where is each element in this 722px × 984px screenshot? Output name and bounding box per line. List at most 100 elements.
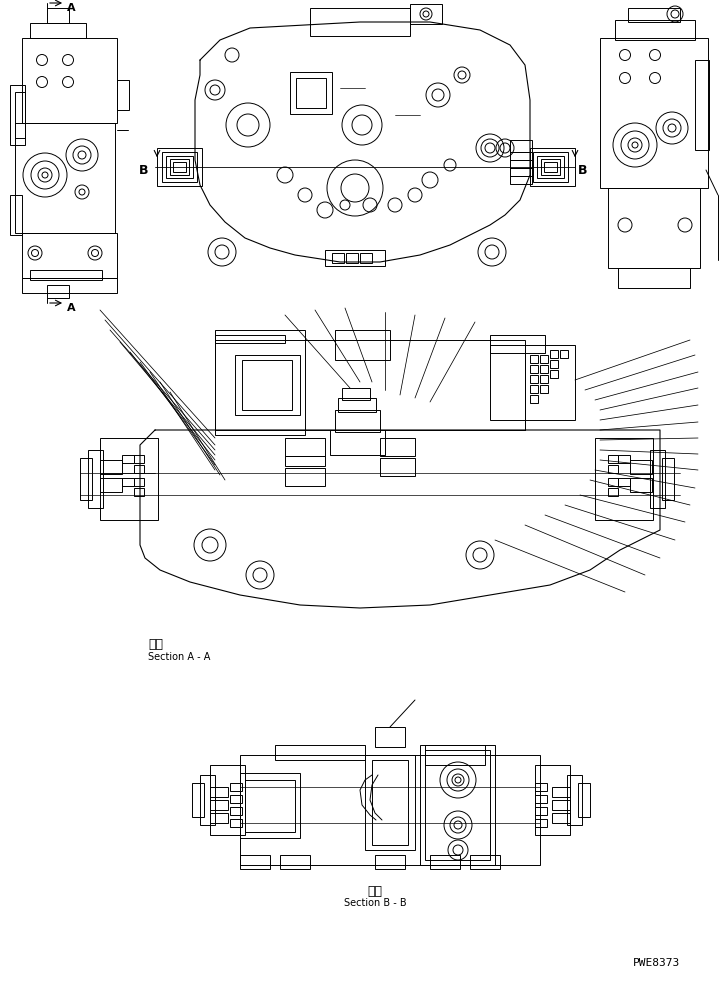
Bar xyxy=(346,253,358,263)
Bar xyxy=(420,745,495,865)
Bar xyxy=(100,460,122,474)
Bar xyxy=(88,450,103,508)
Bar xyxy=(210,800,228,810)
Bar xyxy=(530,395,538,403)
Bar xyxy=(360,253,372,263)
Bar xyxy=(122,478,134,486)
Bar xyxy=(595,438,653,520)
Bar xyxy=(290,72,332,114)
Bar xyxy=(296,78,326,108)
Bar xyxy=(15,92,25,138)
Bar xyxy=(122,455,134,463)
Text: A: A xyxy=(67,303,76,313)
Bar xyxy=(510,168,532,176)
Bar xyxy=(537,156,564,178)
Bar xyxy=(22,38,117,123)
Bar xyxy=(550,370,558,378)
Bar xyxy=(210,813,228,823)
Text: Section A - A: Section A - A xyxy=(148,652,210,662)
Bar xyxy=(325,250,385,266)
Bar xyxy=(15,123,115,233)
Bar xyxy=(332,253,344,263)
Bar xyxy=(162,152,197,182)
Bar xyxy=(310,8,410,36)
Bar xyxy=(117,80,129,110)
Bar xyxy=(235,355,300,415)
Bar xyxy=(533,152,568,182)
Bar xyxy=(552,787,570,797)
Bar xyxy=(530,375,538,383)
Bar xyxy=(230,795,242,803)
Text: 断面: 断面 xyxy=(367,885,383,898)
Bar xyxy=(230,819,242,827)
Bar xyxy=(365,755,415,850)
Bar xyxy=(560,350,568,358)
Bar xyxy=(650,450,665,508)
Bar xyxy=(275,745,365,760)
Bar xyxy=(215,335,285,343)
Bar xyxy=(510,160,532,168)
Bar xyxy=(30,23,86,38)
Bar xyxy=(540,385,548,393)
Bar xyxy=(628,8,680,22)
Bar xyxy=(608,455,618,463)
Bar xyxy=(380,438,415,456)
Text: PWE8373: PWE8373 xyxy=(632,958,680,968)
Bar xyxy=(10,195,22,235)
Bar xyxy=(425,750,490,860)
Bar xyxy=(630,460,652,474)
Bar xyxy=(618,478,630,486)
Bar xyxy=(490,345,575,420)
Bar xyxy=(608,488,618,496)
Bar xyxy=(30,270,102,280)
Bar xyxy=(615,20,695,40)
Bar xyxy=(173,162,186,172)
Bar xyxy=(608,465,618,473)
Bar xyxy=(490,335,545,353)
Bar xyxy=(240,755,540,865)
Bar xyxy=(157,148,202,186)
Bar xyxy=(567,775,582,825)
Bar xyxy=(608,188,700,268)
Bar xyxy=(535,765,570,835)
Bar xyxy=(375,855,405,869)
Bar xyxy=(230,783,242,791)
Bar xyxy=(100,478,122,492)
Bar xyxy=(22,233,117,278)
Bar xyxy=(134,488,144,496)
Bar xyxy=(510,152,532,160)
Bar xyxy=(330,430,385,455)
Bar xyxy=(240,773,300,838)
Bar xyxy=(540,365,548,373)
Bar xyxy=(695,60,709,150)
Bar xyxy=(335,410,380,432)
Bar xyxy=(535,795,547,803)
Bar xyxy=(375,727,405,747)
Bar xyxy=(372,760,408,845)
Bar xyxy=(192,783,204,817)
Bar xyxy=(285,468,325,486)
Bar xyxy=(430,855,460,869)
Text: B: B xyxy=(578,164,588,177)
Bar xyxy=(342,388,370,400)
Bar xyxy=(335,330,390,360)
Bar xyxy=(600,38,708,188)
Bar xyxy=(425,745,485,765)
Bar xyxy=(200,775,215,825)
Bar xyxy=(215,340,525,430)
Bar xyxy=(550,360,558,368)
Bar xyxy=(242,360,292,410)
Bar xyxy=(210,765,245,835)
Bar xyxy=(618,268,690,288)
Bar xyxy=(285,438,325,456)
Text: Section B - B: Section B - B xyxy=(344,898,406,908)
Bar xyxy=(578,783,590,817)
Bar xyxy=(550,350,558,358)
Bar xyxy=(280,855,310,869)
Bar xyxy=(170,159,189,175)
Bar xyxy=(47,8,69,23)
Bar xyxy=(544,162,557,172)
Bar xyxy=(240,855,270,869)
Bar xyxy=(134,478,144,486)
Bar xyxy=(285,456,325,466)
